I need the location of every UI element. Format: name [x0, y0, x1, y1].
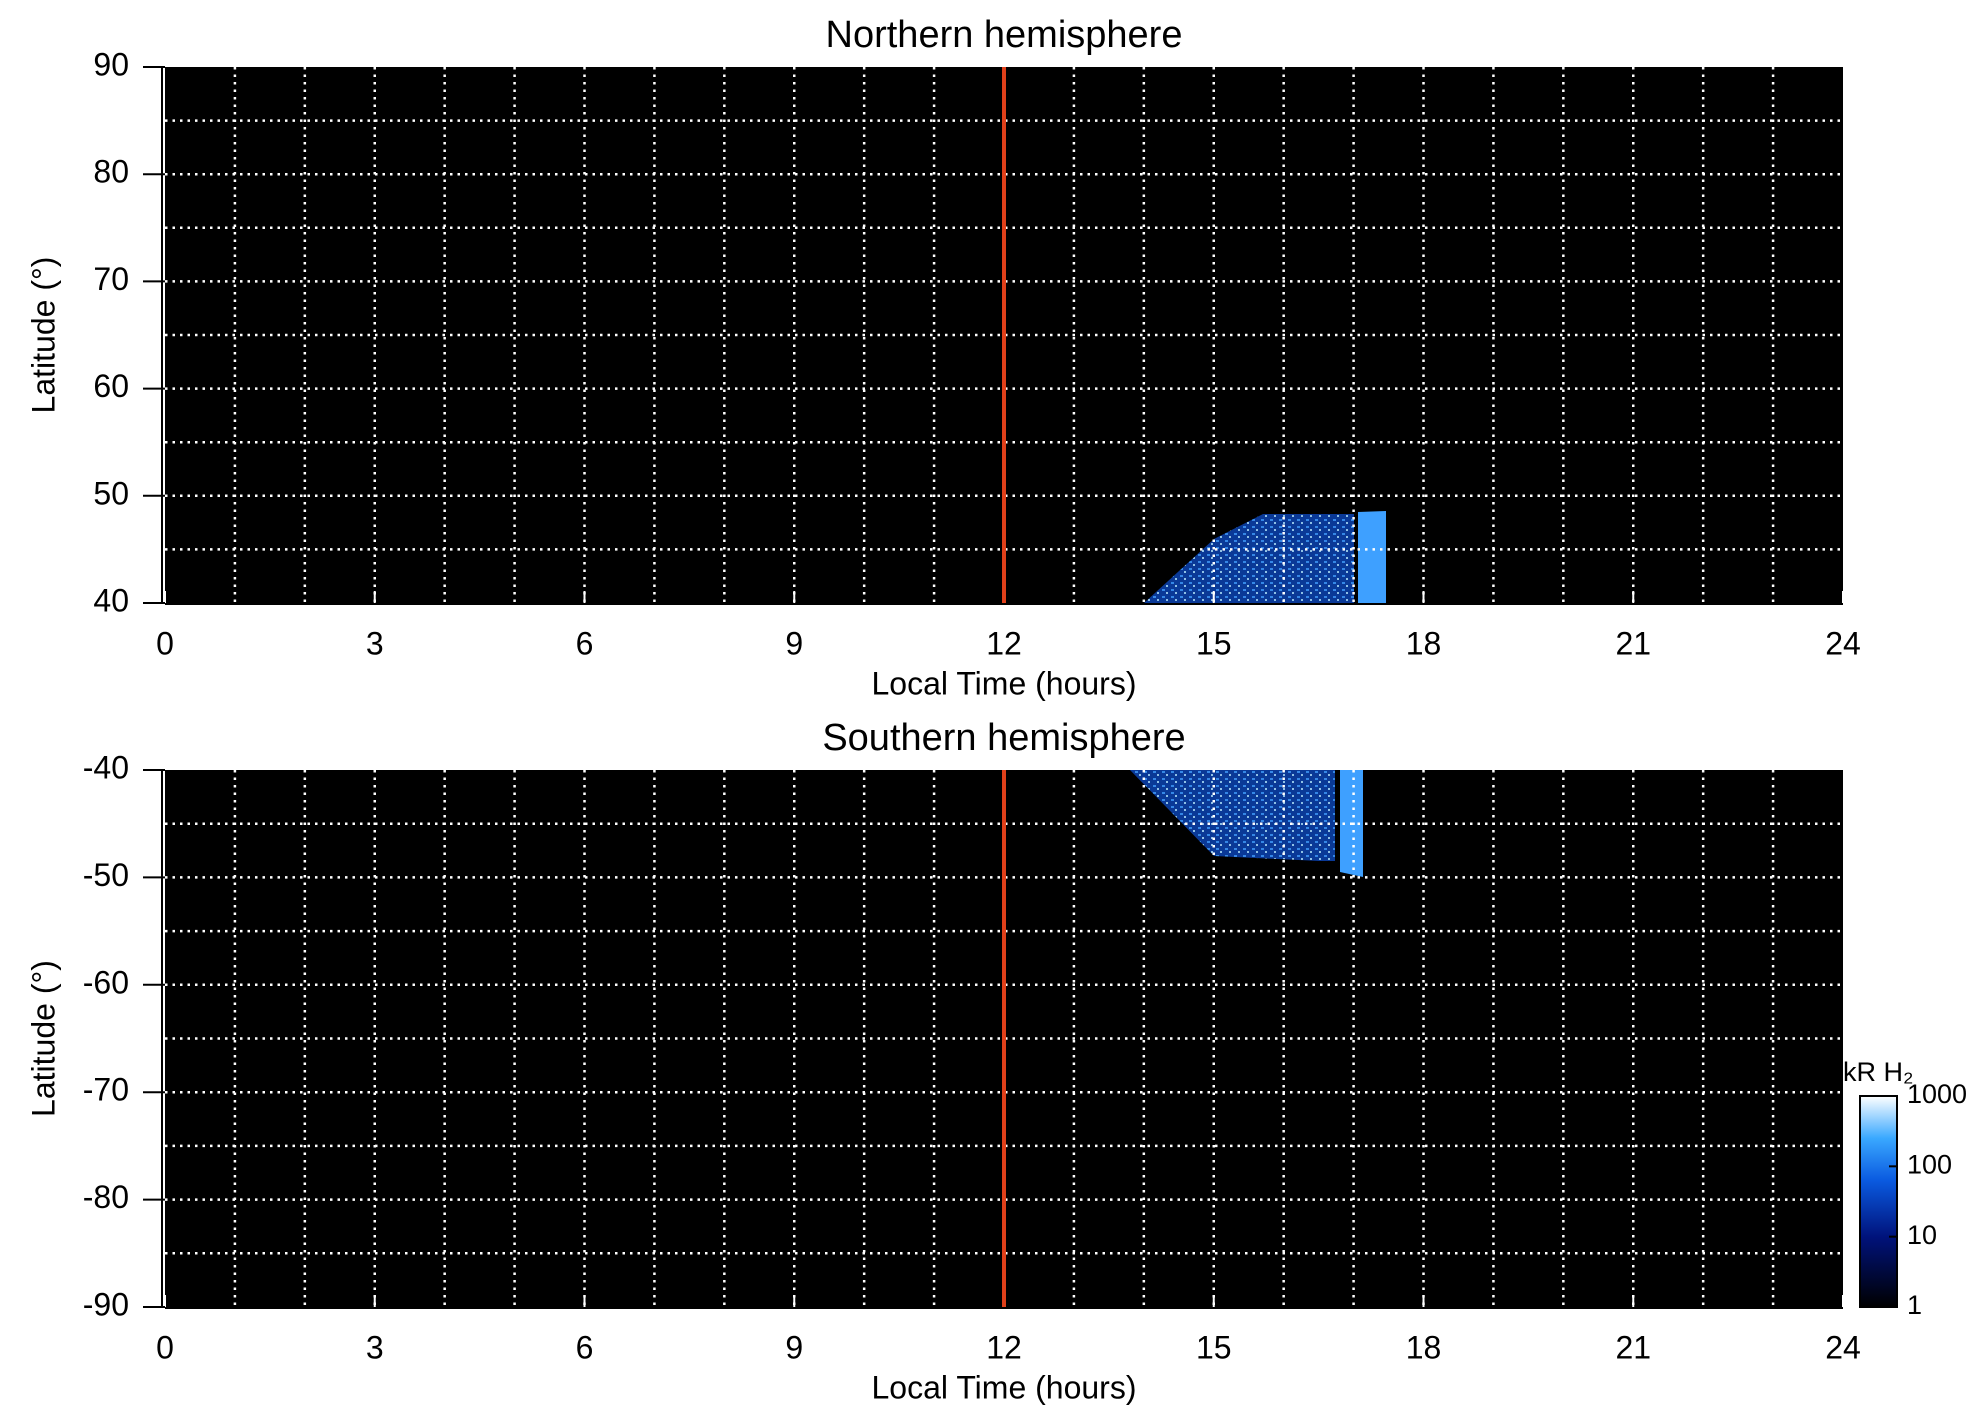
x-tick-label: 18 — [1406, 1329, 1442, 1365]
colorbar-tick-label: 1 — [1907, 1290, 1922, 1320]
y-tick-label: -40 — [83, 749, 129, 785]
y-tick-label: -60 — [83, 964, 129, 1000]
y-tick-label: -90 — [83, 1286, 129, 1322]
y-axis-label: Latitude (°) — [25, 257, 61, 414]
y-tick-label: 50 — [93, 475, 129, 511]
x-tick-label: 15 — [1196, 625, 1232, 661]
y-axis-label: Latitude (°) — [25, 960, 61, 1117]
x-tick-label: 21 — [1615, 1329, 1651, 1365]
x-tick-label: 9 — [785, 1329, 803, 1365]
x-tick-label: 24 — [1825, 1329, 1861, 1365]
colorbar-tick-label: 10 — [1907, 1220, 1937, 1250]
x-axis-label: Local Time (hours) — [872, 665, 1137, 701]
x-tick-label: 15 — [1196, 1329, 1232, 1365]
x-tick-label: 24 — [1825, 625, 1861, 661]
x-tick-label: 6 — [576, 625, 594, 661]
x-tick-label: 12 — [986, 625, 1022, 661]
aurora-emission — [1144, 514, 1354, 603]
colorbar-label: kR H₂ — [1843, 1057, 1913, 1087]
x-tick-label: 0 — [156, 1329, 174, 1365]
x-tick-label: 18 — [1406, 625, 1442, 661]
y-tick-label: 80 — [93, 154, 129, 190]
x-tick-label: 9 — [785, 625, 803, 661]
y-tick-label: 70 — [93, 261, 129, 297]
colorbar — [1859, 1095, 1898, 1308]
colorbar-tick-label: 100 — [1907, 1149, 1952, 1179]
aurora-emission — [1358, 511, 1386, 603]
y-tick-label: 40 — [93, 582, 129, 618]
y-tick-label: 60 — [93, 368, 129, 404]
x-tick-label: 12 — [986, 1329, 1022, 1365]
y-tick-label: 90 — [93, 46, 129, 82]
x-tick-label: 0 — [156, 625, 174, 661]
y-tick-label: -80 — [83, 1179, 129, 1215]
y-tick-label: -70 — [83, 1072, 129, 1108]
chart-title: Northern hemisphere — [826, 14, 1183, 56]
x-tick-label: 3 — [366, 625, 384, 661]
x-axis-label: Local Time (hours) — [872, 1369, 1137, 1405]
colorbar-tick-label: 1000 — [1907, 1079, 1967, 1109]
chart-title: Southern hemisphere — [822, 717, 1185, 759]
x-tick-label: 3 — [366, 1329, 384, 1365]
x-tick-label: 21 — [1615, 625, 1651, 661]
y-tick-label: -50 — [83, 857, 129, 893]
x-tick-label: 6 — [576, 1329, 594, 1365]
